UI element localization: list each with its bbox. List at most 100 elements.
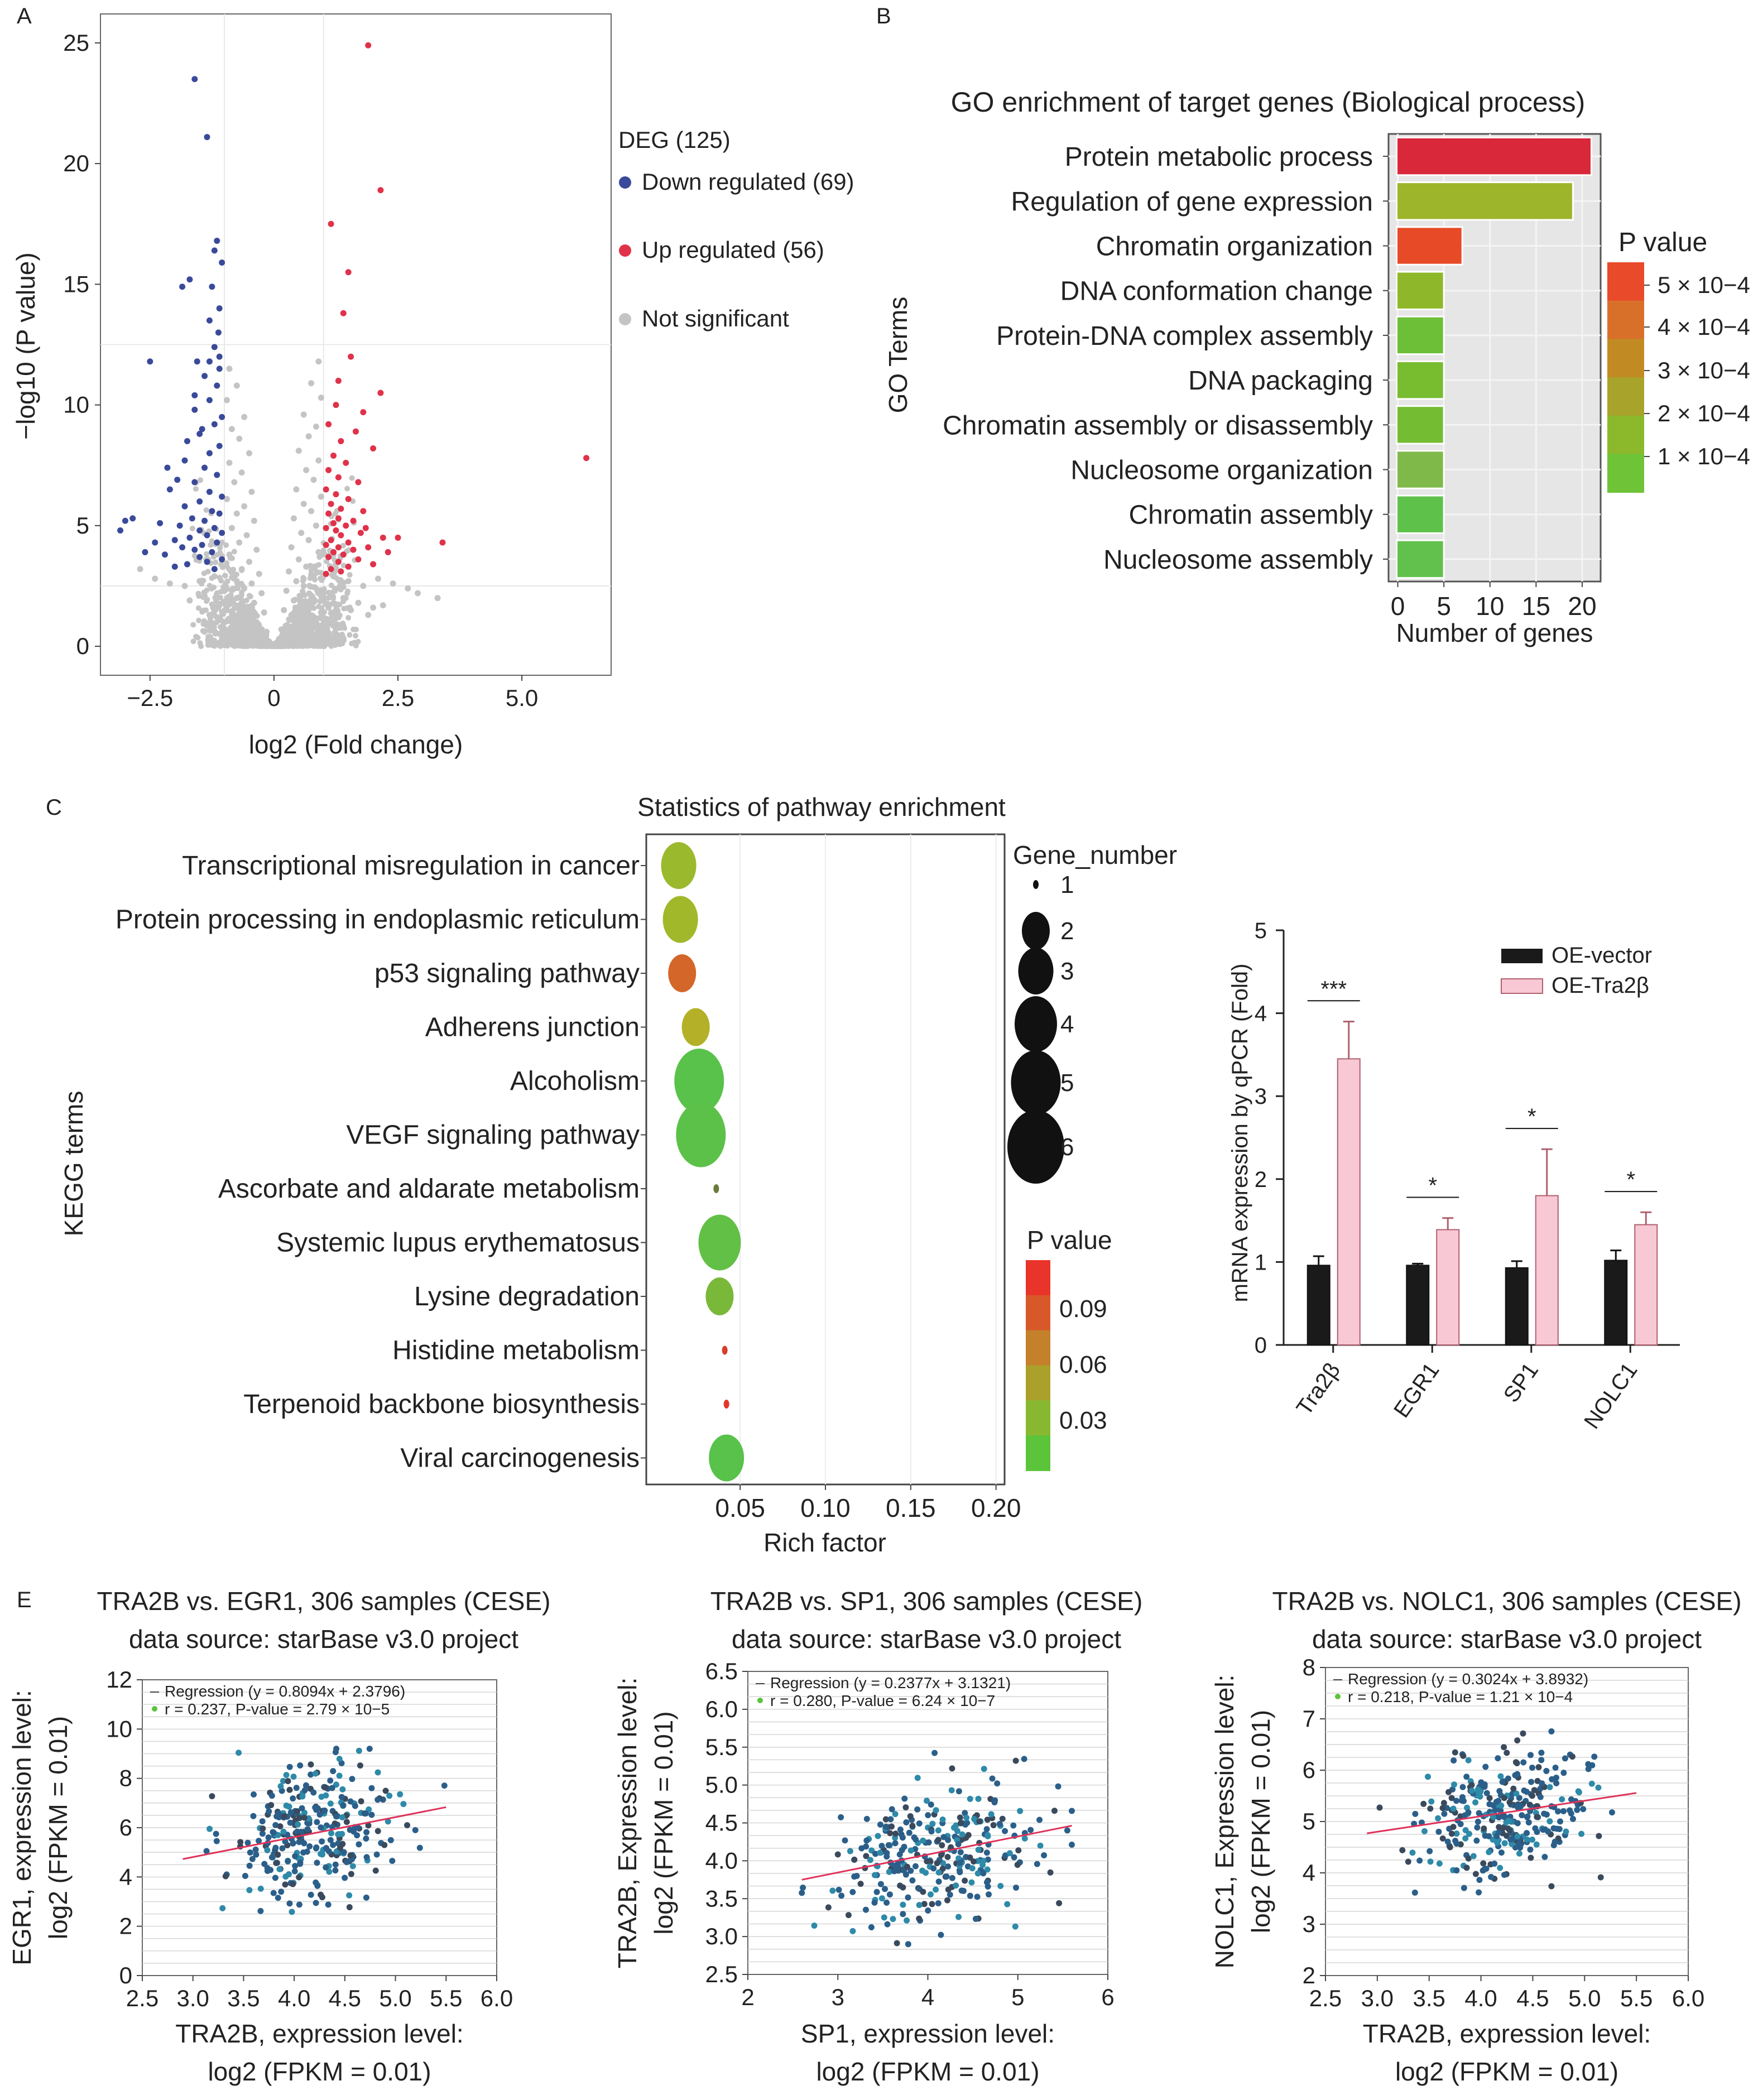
- corr-point: [1580, 1806, 1587, 1813]
- corr-point: [974, 1894, 981, 1900]
- corr-point: [984, 1817, 991, 1823]
- corr-point: [286, 1786, 293, 1793]
- volcano-point-ns-cloud: [325, 633, 332, 640]
- corr-point: [976, 1818, 983, 1825]
- volcano-point-up: [385, 549, 391, 555]
- volcano-point-ns-cloud: [252, 610, 258, 616]
- corr-xtick-label: 3.5: [227, 1985, 260, 2011]
- corr-xtick-label: 4: [921, 1984, 934, 2010]
- corr-point: [1420, 1800, 1427, 1807]
- volcano-point-down: [186, 534, 193, 541]
- volcano-point-ns: [261, 609, 267, 616]
- corr-point: [1567, 1807, 1573, 1814]
- volcano-point-ns: [196, 578, 203, 584]
- corr-point: [289, 1909, 295, 1915]
- volcano-point-ns: [293, 486, 300, 493]
- corr-point: [1453, 1840, 1460, 1847]
- kegg-colorbar-label: 0.03: [1059, 1407, 1107, 1434]
- volcano-point-ns: [293, 578, 300, 584]
- corr-point: [933, 1886, 939, 1893]
- corr-point: [1529, 1793, 1535, 1799]
- kegg-term-label: Histidine metabolism: [392, 1336, 640, 1366]
- volcano-point-ns: [308, 592, 315, 599]
- kegg-term-label: p53 signaling pathway: [374, 959, 640, 988]
- corr-point: [257, 1885, 264, 1892]
- corr-point: [1529, 1836, 1536, 1843]
- corr-point: [1468, 1787, 1475, 1794]
- volcano-point-up: [333, 491, 339, 498]
- panel-letter-B: B: [876, 4, 891, 28]
- volcano-point-down: [179, 283, 186, 290]
- kegg-bubble: [722, 1345, 728, 1355]
- volcano-point-up: [323, 570, 329, 577]
- corr-point: [878, 1895, 885, 1902]
- corr-point: [894, 1940, 900, 1947]
- corr-point: [1543, 1767, 1550, 1774]
- volcano-point-ns: [263, 628, 270, 635]
- corr-point: [336, 1772, 343, 1779]
- corr-subtitle: data source: starBase v3.0 project: [732, 1625, 1121, 1654]
- volcano-point-ns: [281, 607, 287, 613]
- corr-point: [1486, 1849, 1492, 1856]
- corr-point: [1416, 1857, 1423, 1864]
- corr-point: [278, 1888, 285, 1895]
- corr-ylabel-line2: log2 (FPKM = 0.01): [649, 1711, 678, 1934]
- corr-point: [272, 1875, 278, 1881]
- volcano-point-ns-cloud: [330, 623, 336, 629]
- corr-subtitle: data source: starBase v3.0 project: [1312, 1625, 1702, 1654]
- corr-point: [327, 1800, 334, 1807]
- volcano-point-ns-cloud: [322, 600, 328, 607]
- go-term-label: Protein-DNA complex assembly: [996, 321, 1373, 351]
- kegg-term-label: Alcoholism: [510, 1066, 640, 1096]
- go-xtick-label: 5: [1437, 592, 1451, 621]
- corr-point: [825, 1904, 832, 1911]
- go-colorbar-segment: [1607, 262, 1644, 301]
- corr-point: [958, 1887, 965, 1894]
- volcano-ytick-label: 5: [76, 512, 89, 539]
- volcano-point-ns-cloud: [217, 575, 223, 581]
- corr-point: [296, 1839, 302, 1846]
- corr-point: [957, 1849, 964, 1856]
- volcano-point-up: [333, 402, 339, 409]
- corr-point: [888, 1806, 895, 1813]
- corr-point: [904, 1863, 910, 1870]
- volcano-point-up: [355, 556, 362, 563]
- volcano-point-down: [181, 503, 188, 510]
- corr-point: [1504, 1750, 1510, 1756]
- volcano-point-down: [147, 358, 153, 365]
- corr-point: [1486, 1795, 1493, 1801]
- corr-point: [1519, 1812, 1525, 1819]
- volcano-point-down: [199, 426, 205, 433]
- corr-point: [878, 1843, 885, 1849]
- corr-point: [935, 1878, 942, 1885]
- volcano-point-ns: [233, 510, 240, 517]
- volcano-point-ns-cloud: [320, 616, 326, 622]
- volcano-point-ns-cloud: [213, 559, 219, 565]
- corr-ytick-label: 10: [106, 1715, 132, 1742]
- corr-legend-regression: Regression (y = 0.8094x + 2.3796): [165, 1683, 405, 1700]
- corr-xtick-label: 3.5: [1413, 1985, 1445, 2011]
- corr-point: [1569, 1815, 1576, 1822]
- corr-point: [906, 1829, 912, 1836]
- corr-point: [1553, 1780, 1560, 1786]
- go-bar: [1396, 181, 1574, 221]
- corr-point: [886, 1891, 893, 1898]
- volcano-point-ns: [295, 556, 302, 563]
- volcano-point-down: [219, 259, 225, 266]
- volcano-point-ns: [238, 566, 245, 573]
- volcano-point-ns: [283, 588, 290, 594]
- corr-point: [347, 1852, 354, 1859]
- volcano-point-ns-cloud: [224, 631, 230, 637]
- volcano-point-down: [166, 486, 173, 493]
- volcano-point-ns-cloud: [345, 614, 352, 621]
- corr-point: [346, 1904, 353, 1911]
- qpcr-bar-oe-tra2b: [1634, 1224, 1658, 1346]
- corr-point: [905, 1941, 911, 1948]
- volcano-point-ns: [256, 570, 262, 577]
- go-colorbar-label: 3 × 10−4: [1658, 357, 1750, 383]
- volcano-point-ns-cloud: [222, 573, 228, 579]
- corr-point: [963, 1814, 970, 1821]
- volcano-point-ns-cloud: [190, 638, 196, 645]
- corr-point: [939, 1817, 946, 1823]
- volcano-point-up: [325, 510, 332, 517]
